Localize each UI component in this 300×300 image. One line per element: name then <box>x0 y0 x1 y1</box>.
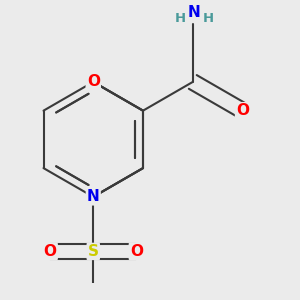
Text: S: S <box>88 244 99 259</box>
Text: N: N <box>87 189 100 204</box>
Text: H: H <box>203 12 214 25</box>
Text: O: O <box>130 244 143 259</box>
Text: H: H <box>174 12 185 25</box>
Text: N: N <box>188 5 201 20</box>
Text: O: O <box>236 103 249 118</box>
Text: O: O <box>87 74 100 89</box>
Text: O: O <box>44 244 57 259</box>
